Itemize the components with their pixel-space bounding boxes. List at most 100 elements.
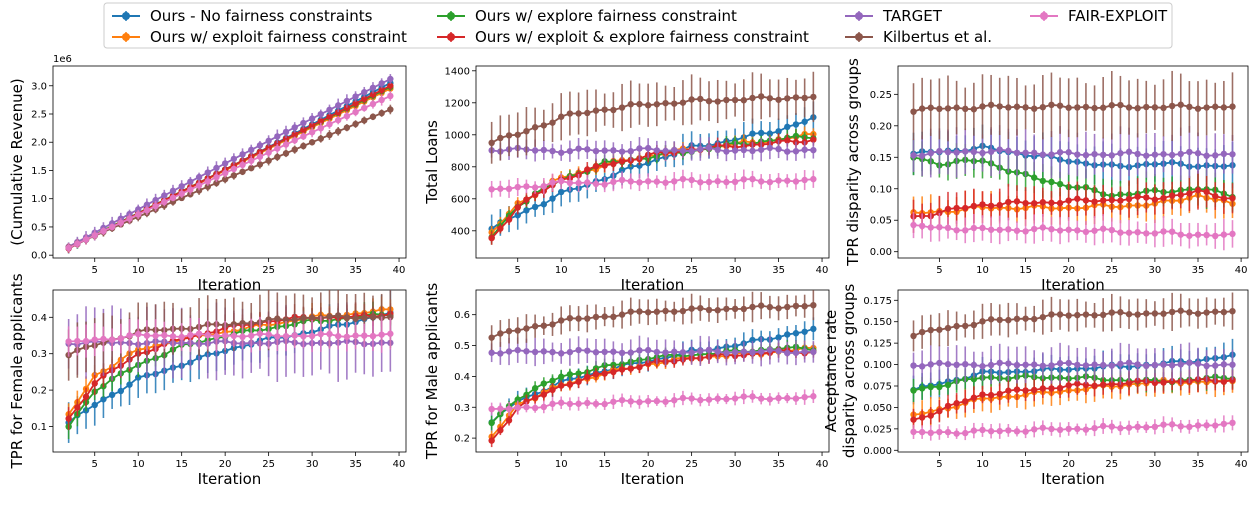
data-point — [801, 176, 808, 184]
data-point — [1203, 188, 1210, 196]
y-tick-label: 800 — [451, 162, 470, 173]
data-point — [1039, 177, 1047, 185]
data-point — [775, 128, 782, 135]
data-point — [1125, 104, 1133, 111]
data-point — [740, 176, 747, 183]
data-point — [213, 333, 220, 340]
data-point — [369, 113, 377, 120]
chart-panel-1: 5 10 15 20 25 30 35 40 0.0 0.5 1.0 1.5 2.0 2.5 3.0 1e6 I… — [8, 54, 407, 294]
data-point — [1212, 152, 1219, 159]
data-point — [317, 117, 324, 125]
data-point — [1099, 197, 1107, 204]
data-point — [714, 395, 721, 402]
data-point — [627, 178, 634, 185]
data-point — [558, 350, 565, 357]
data-point — [1125, 359, 1133, 366]
x-tick-label: 10 — [555, 265, 568, 276]
data-point — [775, 145, 782, 153]
y-tick-label: 0.150 — [863, 317, 892, 328]
data-point — [584, 347, 591, 354]
y-tick-label: 0.100 — [863, 360, 892, 371]
series-line — [491, 95, 814, 144]
data-point — [1168, 362, 1176, 369]
data-point — [531, 404, 539, 412]
x-tick-label: 15 — [175, 459, 188, 470]
data-point — [671, 397, 678, 404]
data-point — [74, 337, 81, 345]
x-tick-label: 5 — [515, 265, 521, 276]
x-tick-label: 5 — [936, 265, 942, 276]
y-tick-label: 1400 — [445, 66, 470, 77]
data-point — [757, 129, 765, 137]
data-point — [343, 314, 351, 321]
y-tick-label: 600 — [451, 194, 470, 205]
series-line — [913, 361, 1233, 368]
data-point — [1194, 105, 1202, 112]
data-point — [731, 305, 739, 313]
x-tick-label: 40 — [393, 265, 406, 276]
series-line — [491, 116, 814, 230]
data-point — [749, 393, 756, 400]
data-point — [792, 330, 800, 337]
x-tick-label: 20 — [219, 265, 232, 276]
data-point — [601, 106, 608, 113]
y-tick-label: 0.0 — [31, 251, 47, 262]
series-line — [491, 395, 814, 410]
data-point — [1134, 193, 1141, 200]
legend-label: Ours - No fairness constraints — [150, 7, 373, 25]
data-point — [636, 100, 643, 108]
y-tick-label: 0.00 — [870, 247, 892, 258]
data-point — [653, 397, 661, 405]
data-point — [291, 131, 298, 138]
plot-frame — [52, 65, 407, 259]
x-tick-label: 25 — [1105, 265, 1118, 276]
data-point — [618, 166, 626, 174]
y-tick-label: 0.050 — [863, 403, 892, 414]
data-point — [1117, 360, 1124, 367]
x-tick-label: 30 — [306, 459, 319, 470]
data-point — [1091, 227, 1098, 234]
y-tick-label: 0.175 — [863, 296, 892, 307]
data-point — [987, 226, 995, 233]
data-point — [1134, 423, 1141, 431]
data-point — [540, 146, 548, 154]
data-point — [618, 366, 626, 373]
data-point — [1065, 226, 1072, 233]
data-point — [317, 125, 324, 132]
data-point — [378, 96, 385, 104]
data-point — [531, 348, 539, 356]
data-point — [1022, 315, 1029, 322]
x-tick-label: 20 — [1062, 459, 1075, 470]
data-point — [1177, 150, 1184, 158]
data-point — [558, 177, 565, 185]
data-point — [1108, 102, 1115, 109]
series-ours-w-exploit-explore-fairness-constraint — [910, 170, 1236, 233]
data-point — [688, 147, 695, 155]
x-tick-label: 5 — [92, 459, 98, 470]
data-point — [1013, 227, 1021, 234]
data-point — [326, 313, 333, 320]
data-point — [1099, 311, 1107, 319]
data-point — [979, 363, 986, 370]
data-point — [204, 183, 211, 190]
data-point — [636, 145, 643, 152]
data-point — [936, 223, 943, 231]
data-point — [523, 183, 530, 190]
data-point — [792, 178, 800, 185]
data-point — [610, 398, 617, 405]
x-tick-label: 20 — [1062, 265, 1075, 276]
x-tick-label: 35 — [349, 459, 362, 470]
data-point — [810, 393, 817, 400]
data-point — [996, 359, 1003, 367]
plot-frame — [475, 65, 830, 259]
data-point — [810, 93, 817, 101]
data-point — [910, 152, 917, 159]
data-point — [213, 164, 220, 172]
data-point — [549, 147, 556, 155]
data-point — [387, 92, 394, 100]
data-point — [714, 146, 721, 154]
data-point — [584, 399, 591, 407]
data-point — [784, 148, 791, 155]
data-point — [731, 178, 739, 186]
data-point — [152, 332, 159, 339]
